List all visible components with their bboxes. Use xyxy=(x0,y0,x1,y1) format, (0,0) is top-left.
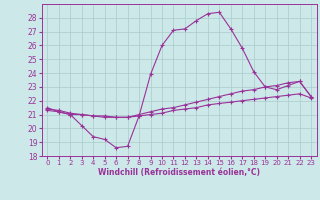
X-axis label: Windchill (Refroidissement éolien,°C): Windchill (Refroidissement éolien,°C) xyxy=(98,168,260,177)
